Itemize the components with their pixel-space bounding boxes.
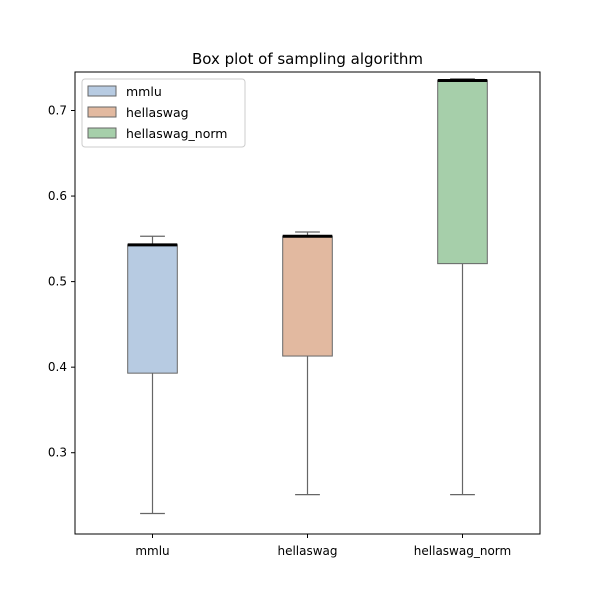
- y-tick-label: 0.7: [48, 104, 67, 118]
- box-body-mmlu: [127, 244, 178, 374]
- box-hellaswag: [282, 231, 333, 496]
- legend-swatch-mmlu: [87, 85, 117, 97]
- y-tick-label: 0.5: [48, 275, 67, 289]
- y-tick-label: 0.6: [48, 189, 67, 203]
- box-body-hellaswag_norm: [437, 80, 488, 265]
- y-tick-label: 0.4: [48, 360, 67, 374]
- y-tick-label: 0.3: [48, 446, 67, 460]
- box-hellaswag_norm: [437, 78, 488, 496]
- box-mmlu: [127, 235, 178, 515]
- legend-label-hellaswag: hellaswag: [126, 105, 189, 120]
- x-axis: mmlu hellaswag hellaswag_norm: [135, 534, 511, 558]
- legend-label-hellaswag_norm: hellaswag_norm: [126, 126, 227, 141]
- x-tick-label: hellaswag_norm: [414, 544, 511, 558]
- x-tick-label: hellaswag: [277, 544, 337, 558]
- boxes-layer: [127, 78, 488, 515]
- x-tick-label: mmlu: [135, 544, 169, 558]
- y-axis: 0.3 0.4 0.5 0.6 0.7: [48, 104, 75, 460]
- legend-frame: [81, 78, 246, 148]
- legend-swatch-hellaswag_norm: [87, 127, 117, 139]
- box-body-hellaswag: [282, 235, 333, 357]
- legend-label-mmlu: mmlu: [126, 84, 162, 99]
- legend: mmlu hellaswag hellaswag_norm: [81, 78, 246, 148]
- plot-area-frame: [74, 71, 541, 535]
- chart-title: Box plot of sampling algorithm: [192, 50, 423, 68]
- legend-swatch-hellaswag: [87, 106, 117, 118]
